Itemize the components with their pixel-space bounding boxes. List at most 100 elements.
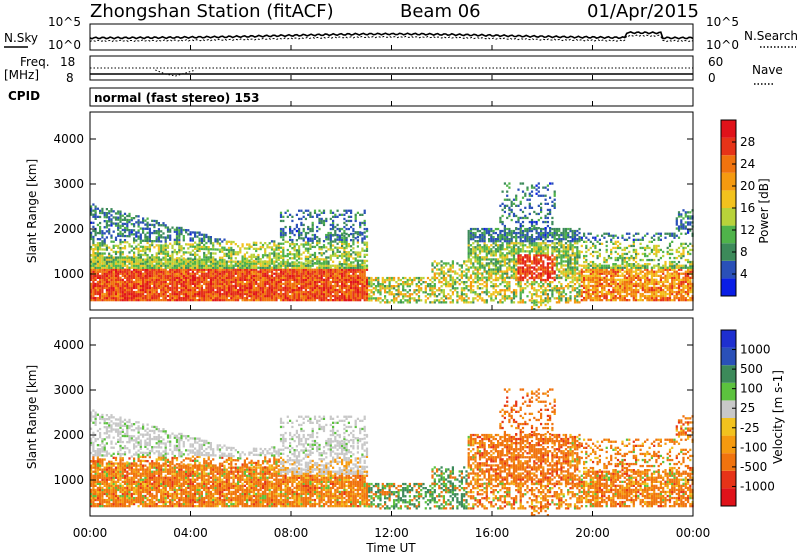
power-cell [139,264,142,267]
power-cell [445,283,448,286]
power-cell [171,258,174,261]
power-cell [445,295,448,298]
power-cell [352,290,355,294]
power-cell [189,245,192,248]
power-cell [137,284,140,288]
power-cell [121,260,124,263]
power-cell [246,292,249,296]
power-cell [298,236,301,239]
power-cell [494,266,497,269]
power-cell [535,295,538,298]
power-cell [454,278,457,282]
power-cell [155,299,158,302]
power-cell [234,278,237,281]
power-cell [343,276,346,279]
power-cell [128,282,131,286]
power-cell [472,227,475,231]
power-cell [103,280,106,284]
power-cell [277,244,280,247]
power-cell [350,296,353,300]
power-cell [96,296,99,300]
power-cell [264,268,267,271]
power-cell [123,256,127,259]
power-cell [173,292,176,296]
power-cell [119,212,122,215]
power-cell [535,220,538,224]
power-cell [429,301,432,304]
power-cell [311,278,314,281]
power-cell [519,254,522,257]
power-cell [363,211,366,214]
power-cell [103,252,106,255]
power-cell [506,233,509,237]
power-cell [128,231,131,234]
power-cell [180,282,183,286]
power-cell [517,262,520,265]
power-cell [526,285,529,288]
power-cell [212,292,215,296]
power-cell [537,276,540,279]
power-cell [517,281,520,284]
power-cell [227,260,231,263]
power-cell [381,283,384,286]
power-cell [490,248,493,251]
power-cell [499,252,502,255]
power-cell [537,242,540,245]
power-cell [105,282,108,286]
power-cell [182,294,185,298]
power-cell [311,253,314,257]
power-cell [264,286,267,290]
power-cell [322,274,326,277]
power-cell [512,229,516,233]
power-cell [431,264,434,267]
power-cell [363,253,366,256]
power-cell [329,248,332,251]
power-cell [151,299,154,302]
power-cell [92,268,95,271]
power-cell [164,276,167,279]
power-cell [119,292,122,296]
power-cell [164,282,167,286]
power-cell [248,255,251,258]
power-cell [171,246,174,250]
power-cell [266,274,269,277]
power-cell [137,264,140,267]
power-cell [291,274,294,277]
power-cell [352,280,355,284]
power-cell [338,288,341,292]
power-cell [121,268,124,271]
power-cell [268,266,271,269]
power-cell [530,238,534,241]
power-cell [336,256,339,259]
power-cell [521,216,525,220]
power-cell [304,292,307,296]
power-cell [515,236,518,239]
power-cell [144,227,147,230]
power-cell [519,281,522,284]
power-cell [94,231,97,235]
power-cell [117,278,120,281]
power-cell [142,272,145,275]
power-cell [105,268,108,271]
power-cell [354,264,357,267]
power-cell [327,242,330,245]
power-cell [361,288,364,292]
power-cell [133,223,136,226]
power-cell [519,244,522,247]
power-cell [298,276,301,279]
power-cell [302,296,305,300]
power-cell [216,290,219,294]
power-cell [130,262,133,265]
power-cell [241,276,244,279]
power-cell [322,209,326,212]
power-cell [463,262,466,265]
power-cell [275,244,278,247]
power-cell [533,246,536,249]
power-cell [175,276,179,279]
power-cell [501,242,504,245]
power-cell [160,276,163,279]
power-cell [411,281,414,284]
power-cell [203,245,206,249]
power-cell [501,238,504,241]
power-cell [92,299,95,302]
